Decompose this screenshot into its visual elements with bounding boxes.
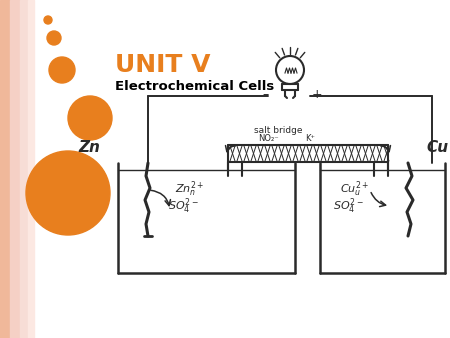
Bar <box>10 0 20 338</box>
Circle shape <box>47 31 61 45</box>
Text: $SO_4^{2-}$: $SO_4^{2-}$ <box>333 197 364 216</box>
Text: Cu: Cu <box>427 141 449 155</box>
Circle shape <box>68 96 112 140</box>
Bar <box>20 0 28 338</box>
Text: NO₂⁻: NO₂⁻ <box>258 134 279 143</box>
Text: +: + <box>312 88 323 101</box>
Circle shape <box>26 151 110 235</box>
Text: Zn: Zn <box>78 141 100 155</box>
Text: UNIT V: UNIT V <box>115 53 211 77</box>
Circle shape <box>49 57 75 83</box>
Text: –: – <box>262 88 268 101</box>
Text: Electrochemical Cells: Electrochemical Cells <box>115 80 274 93</box>
Text: K⁺: K⁺ <box>305 134 315 143</box>
Bar <box>28 0 34 338</box>
Text: salt bridge: salt bridge <box>254 126 302 135</box>
Text: $Zn_n^{2+}$: $Zn_n^{2+}$ <box>175 180 204 199</box>
Circle shape <box>44 16 52 24</box>
Text: $SO_4^{2-}$: $SO_4^{2-}$ <box>168 197 199 216</box>
Bar <box>0 0 10 338</box>
Text: $Cu_u^{2+}$: $Cu_u^{2+}$ <box>340 180 369 199</box>
